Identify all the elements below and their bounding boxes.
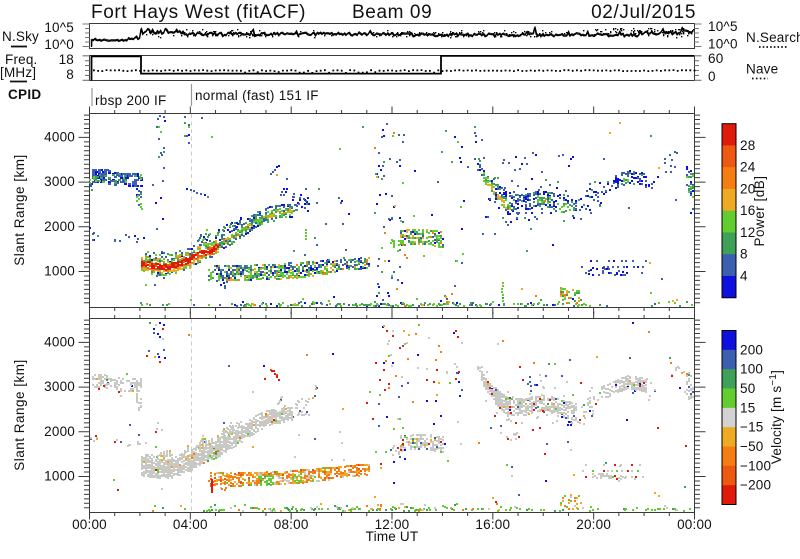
svg-text:−100: −100	[740, 458, 771, 473]
svg-text:04:00: 04:00	[173, 517, 208, 532]
svg-text:60: 60	[708, 51, 723, 66]
svg-text:00:00: 00:00	[72, 517, 107, 532]
svg-text:normal (fast) 151 IF: normal (fast) 151 IF	[195, 88, 319, 103]
svg-text:−15: −15	[740, 420, 764, 435]
svg-text:N.Search: N.Search	[746, 30, 800, 45]
svg-text:4: 4	[740, 268, 748, 283]
svg-text:Fort Hays West (fitACF): Fort Hays West (fitACF)	[91, 2, 306, 23]
svg-text:4000: 4000	[44, 129, 75, 144]
svg-text:16: 16	[740, 203, 755, 218]
svg-text:24: 24	[740, 160, 756, 175]
svg-text:−200: −200	[740, 478, 771, 493]
svg-text:16:00: 16:00	[475, 517, 510, 532]
svg-text:20:00: 20:00	[576, 517, 611, 532]
svg-text:0: 0	[708, 69, 716, 84]
svg-text:8: 8	[740, 247, 748, 262]
svg-text:00:00: 00:00	[677, 517, 712, 532]
svg-text:4000: 4000	[44, 334, 75, 349]
svg-text:Beam 09: Beam 09	[352, 2, 432, 23]
svg-text:1000: 1000	[44, 264, 75, 279]
svg-text:100: 100	[740, 362, 763, 377]
svg-text:3000: 3000	[44, 379, 75, 394]
svg-text:2000: 2000	[44, 219, 75, 234]
svg-text:Slant Range [km]: Slant Range [km]	[12, 154, 27, 266]
svg-text:8: 8	[66, 67, 74, 82]
svg-text:10^5: 10^5	[708, 19, 738, 34]
svg-text:Time UT: Time UT	[366, 529, 419, 544]
svg-text:10^0: 10^0	[708, 37, 738, 52]
svg-text:rbsp 200 IF: rbsp 200 IF	[95, 93, 167, 108]
svg-text:200: 200	[740, 342, 763, 357]
svg-text:1000: 1000	[44, 469, 75, 484]
svg-text:[MHz]: [MHz]	[0, 65, 36, 80]
svg-text:10^0: 10^0	[44, 37, 74, 52]
svg-text:02/Jul/2015: 02/Jul/2015	[591, 2, 696, 23]
svg-text:28: 28	[740, 138, 755, 153]
svg-text:Power [dB]: Power [dB]	[752, 175, 767, 246]
svg-text:Nave: Nave	[746, 62, 778, 77]
svg-text:10^5: 10^5	[44, 20, 74, 35]
svg-text:12: 12	[740, 225, 755, 240]
svg-text:3000: 3000	[44, 174, 75, 189]
svg-text:50: 50	[740, 381, 755, 396]
svg-text:Freq.: Freq.	[5, 52, 38, 67]
svg-text:12:00: 12:00	[375, 517, 410, 532]
svg-text:CPID: CPID	[8, 87, 41, 102]
svg-text:Slant Range [km]: Slant Range [km]	[12, 359, 27, 471]
svg-text:−50: −50	[740, 439, 764, 454]
svg-text:Velocity [m s−1]: Velocity [m s−1]	[768, 370, 785, 464]
svg-text:18: 18	[59, 52, 74, 67]
svg-text:08:00: 08:00	[274, 517, 309, 532]
svg-text:2000: 2000	[44, 424, 75, 439]
svg-text:N.Sky: N.Sky	[2, 29, 39, 44]
svg-text:15: 15	[740, 400, 755, 415]
svg-text:20: 20	[740, 181, 755, 196]
